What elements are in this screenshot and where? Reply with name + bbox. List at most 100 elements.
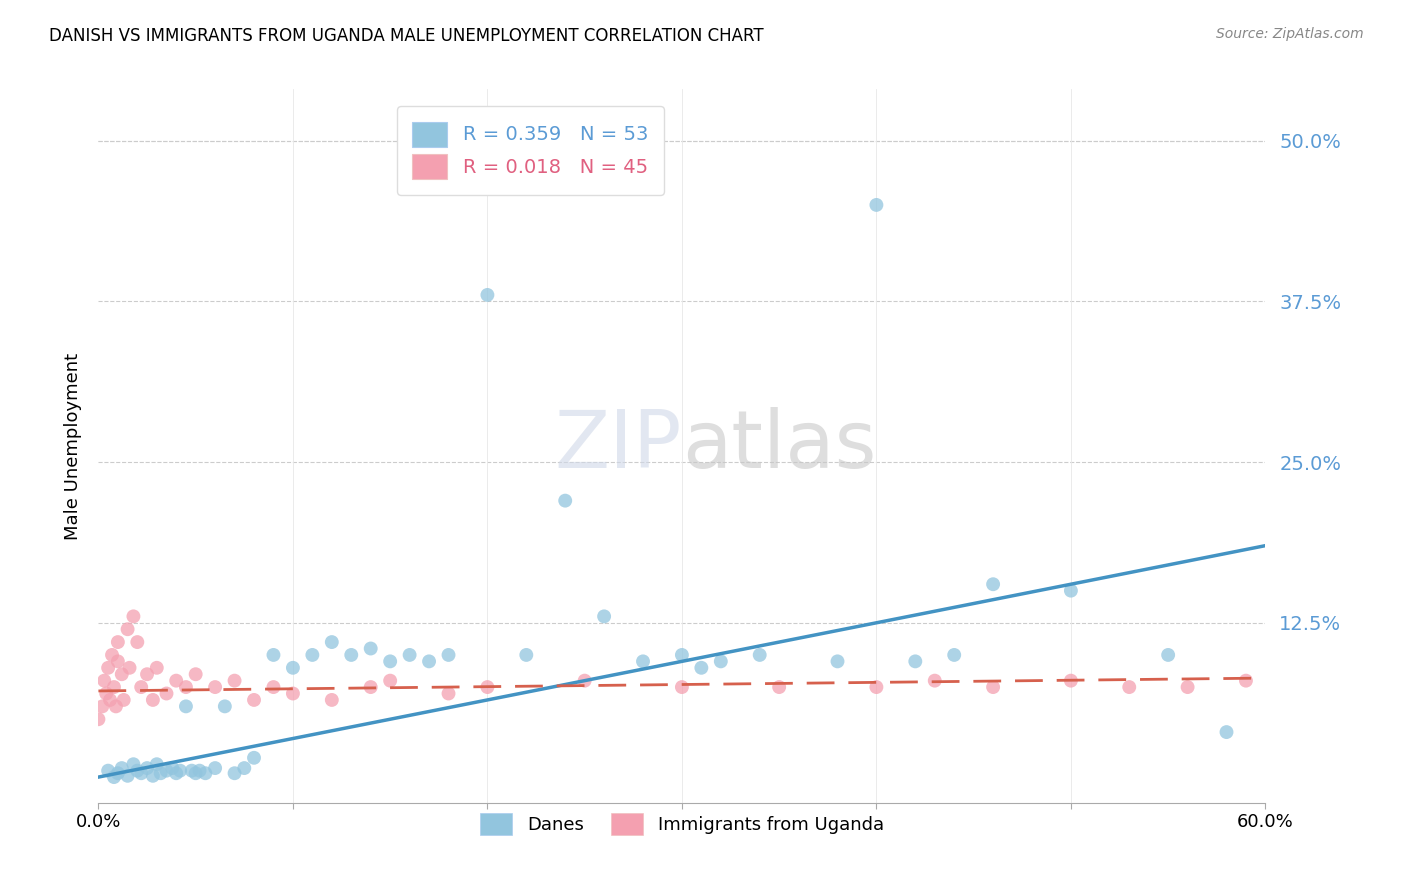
Y-axis label: Male Unemployment: Male Unemployment xyxy=(63,352,82,540)
Point xyxy=(477,680,499,694)
Point xyxy=(169,764,191,778)
Point xyxy=(398,648,420,662)
Point xyxy=(136,667,159,681)
Point xyxy=(122,609,145,624)
Point xyxy=(1118,680,1140,694)
Point xyxy=(87,712,110,726)
Point xyxy=(136,761,159,775)
Point xyxy=(129,766,152,780)
Point xyxy=(554,493,576,508)
Legend: Danes, Immigrants from Uganda: Danes, Immigrants from Uganda xyxy=(471,804,893,844)
Point xyxy=(165,673,187,688)
Point xyxy=(748,648,770,662)
Point xyxy=(593,609,616,624)
Point xyxy=(477,288,499,302)
Text: ZIP: ZIP xyxy=(554,407,682,485)
Point xyxy=(107,766,129,780)
Point xyxy=(112,693,135,707)
Point xyxy=(437,648,460,662)
Point xyxy=(301,648,323,662)
Point xyxy=(865,680,887,694)
Point xyxy=(1234,673,1257,688)
Point xyxy=(107,654,129,668)
Point xyxy=(111,761,134,775)
Point xyxy=(262,680,284,694)
Point xyxy=(1060,673,1083,688)
Point xyxy=(710,654,733,668)
Point xyxy=(690,661,713,675)
Point xyxy=(174,680,197,694)
Point xyxy=(321,635,343,649)
Point xyxy=(91,699,114,714)
Point xyxy=(233,761,256,775)
Point xyxy=(631,654,654,668)
Point xyxy=(96,686,118,700)
Point xyxy=(281,686,304,700)
Point xyxy=(184,766,207,780)
Point xyxy=(418,654,440,668)
Point xyxy=(1215,725,1237,739)
Point xyxy=(149,766,172,780)
Point xyxy=(188,764,211,778)
Point xyxy=(101,648,124,662)
Point xyxy=(904,654,927,668)
Point xyxy=(155,764,177,778)
Point xyxy=(162,761,184,775)
Point xyxy=(180,764,202,778)
Point xyxy=(117,769,139,783)
Point xyxy=(146,661,169,675)
Point xyxy=(107,635,129,649)
Point xyxy=(865,198,887,212)
Point xyxy=(184,667,207,681)
Point xyxy=(321,693,343,707)
Point xyxy=(155,686,177,700)
Point xyxy=(204,680,226,694)
Point xyxy=(204,761,226,775)
Point xyxy=(827,654,849,668)
Point xyxy=(103,680,125,694)
Point xyxy=(437,686,460,700)
Point xyxy=(360,641,382,656)
Point xyxy=(981,680,1004,694)
Point xyxy=(380,673,402,688)
Point xyxy=(127,635,149,649)
Point xyxy=(243,751,266,765)
Point xyxy=(165,766,187,780)
Point xyxy=(214,699,236,714)
Point xyxy=(122,757,145,772)
Point xyxy=(194,766,217,780)
Point xyxy=(574,673,596,688)
Point xyxy=(768,680,790,694)
Point xyxy=(118,661,141,675)
Point xyxy=(93,673,115,688)
Point xyxy=(111,667,134,681)
Point xyxy=(142,769,165,783)
Point xyxy=(924,673,946,688)
Point xyxy=(142,693,165,707)
Text: Source: ZipAtlas.com: Source: ZipAtlas.com xyxy=(1216,27,1364,41)
Point xyxy=(98,693,121,707)
Text: DANISH VS IMMIGRANTS FROM UGANDA MALE UNEMPLOYMENT CORRELATION CHART: DANISH VS IMMIGRANTS FROM UGANDA MALE UN… xyxy=(49,27,763,45)
Point xyxy=(97,661,120,675)
Point xyxy=(224,766,246,780)
Point xyxy=(224,673,246,688)
Point xyxy=(104,699,127,714)
Point xyxy=(380,654,402,668)
Point xyxy=(943,648,966,662)
Point xyxy=(127,764,149,778)
Point xyxy=(262,648,284,662)
Point xyxy=(515,648,537,662)
Point xyxy=(1177,680,1199,694)
Point xyxy=(174,699,197,714)
Point xyxy=(117,622,139,636)
Point xyxy=(671,648,693,662)
Point xyxy=(281,661,304,675)
Point xyxy=(243,693,266,707)
Point xyxy=(97,764,120,778)
Point xyxy=(129,680,152,694)
Point xyxy=(103,770,125,784)
Text: atlas: atlas xyxy=(682,407,876,485)
Point xyxy=(360,680,382,694)
Point xyxy=(1060,583,1083,598)
Point xyxy=(146,757,169,772)
